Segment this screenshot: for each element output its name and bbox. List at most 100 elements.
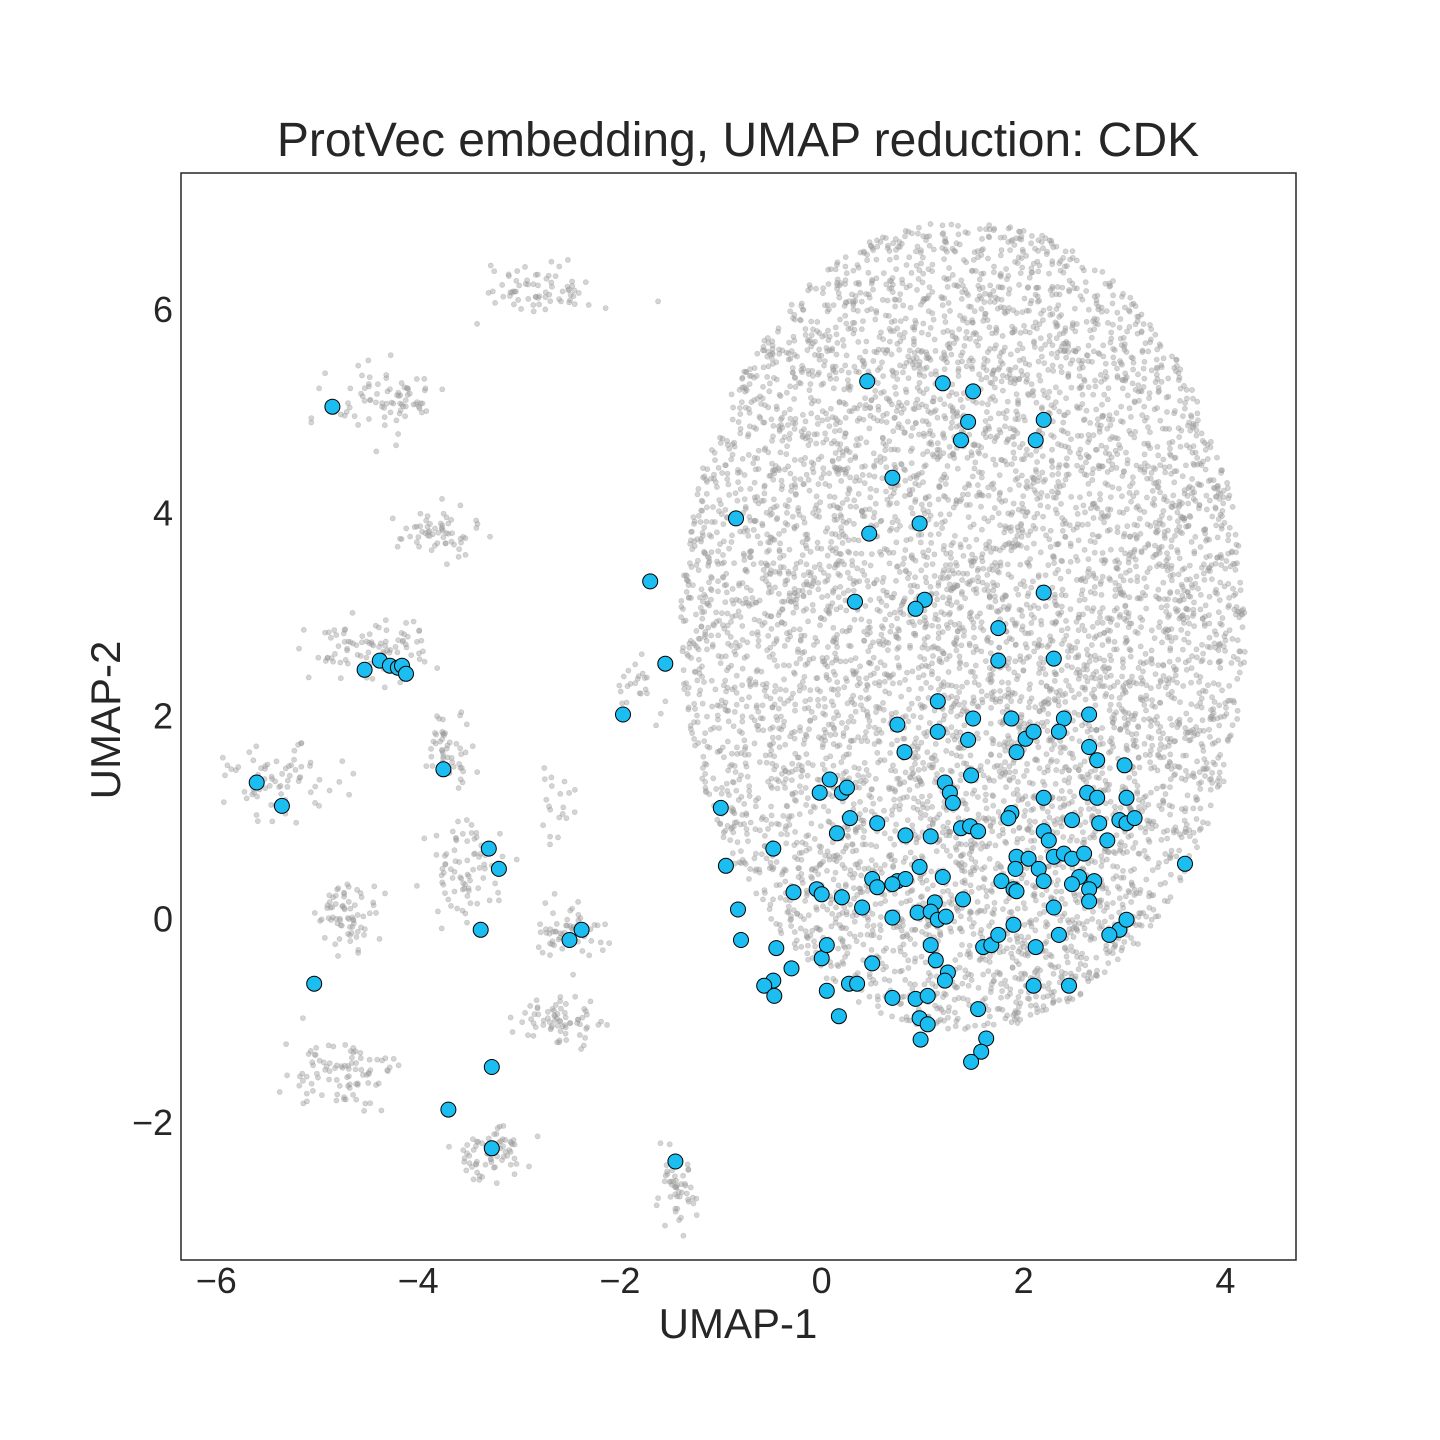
background-point bbox=[858, 872, 865, 879]
background-point bbox=[1041, 360, 1048, 366]
background-point bbox=[1053, 767, 1060, 773]
background-point bbox=[1210, 706, 1217, 712]
background-point bbox=[912, 630, 918, 637]
background-point bbox=[775, 325, 782, 332]
background-point bbox=[1002, 838, 1009, 845]
background-point bbox=[941, 401, 948, 408]
background-point bbox=[1084, 605, 1091, 611]
background-point bbox=[857, 859, 863, 865]
background-point bbox=[927, 583, 934, 590]
background-point bbox=[1223, 704, 1229, 711]
background-point bbox=[907, 536, 914, 542]
background-point bbox=[804, 795, 811, 801]
background-point bbox=[1077, 494, 1083, 501]
background-point bbox=[683, 589, 690, 595]
background-point bbox=[887, 500, 894, 507]
background-point bbox=[971, 465, 978, 472]
background-point bbox=[830, 624, 837, 631]
background-point bbox=[764, 647, 770, 654]
background-point bbox=[1017, 1000, 1024, 1007]
background-point bbox=[1038, 679, 1045, 686]
background-point bbox=[717, 821, 724, 827]
background-point bbox=[1026, 699, 1033, 705]
background-point bbox=[1103, 885, 1110, 892]
background-point bbox=[888, 767, 894, 774]
background-point bbox=[732, 612, 739, 619]
background-point bbox=[881, 830, 888, 837]
background-point bbox=[830, 741, 837, 747]
background-point bbox=[945, 275, 952, 282]
background-point bbox=[1049, 362, 1056, 369]
background-point bbox=[1036, 474, 1042, 481]
background-point bbox=[704, 743, 711, 750]
background-point bbox=[920, 506, 927, 513]
background-point bbox=[956, 326, 963, 333]
background-point bbox=[927, 684, 934, 691]
background-point bbox=[1002, 977, 1008, 984]
background-point bbox=[958, 642, 965, 649]
background-point bbox=[1023, 879, 1030, 886]
background-point bbox=[1067, 449, 1073, 455]
background-point bbox=[1174, 589, 1181, 595]
background-point bbox=[755, 637, 762, 644]
background-point bbox=[1179, 583, 1186, 590]
background-point bbox=[1227, 697, 1233, 704]
background-point bbox=[768, 821, 775, 827]
background-point bbox=[1109, 484, 1116, 490]
background-point bbox=[835, 455, 842, 462]
background-point bbox=[920, 672, 927, 678]
background-point bbox=[855, 442, 862, 448]
background-point bbox=[1019, 835, 1026, 842]
background-point bbox=[954, 694, 960, 701]
background-point bbox=[850, 319, 856, 326]
background-point bbox=[860, 817, 867, 824]
background-point bbox=[1002, 497, 1009, 504]
background-point bbox=[844, 465, 851, 472]
background-point bbox=[995, 510, 1002, 516]
background-point bbox=[803, 471, 810, 478]
background-point bbox=[839, 500, 846, 506]
background-point bbox=[1164, 409, 1170, 415]
background-point bbox=[1016, 1003, 1022, 1010]
background-point bbox=[919, 793, 925, 800]
background-point bbox=[1190, 606, 1197, 613]
background-point bbox=[1102, 668, 1109, 675]
background-point bbox=[828, 698, 835, 705]
background-point bbox=[1194, 758, 1200, 765]
background-point bbox=[761, 490, 768, 497]
background-point bbox=[762, 610, 768, 617]
background-point bbox=[749, 630, 756, 637]
background-point bbox=[768, 613, 774, 620]
background-point bbox=[1117, 846, 1124, 853]
background-point bbox=[908, 269, 915, 276]
background-point bbox=[1034, 1009, 1040, 1016]
background-point bbox=[1014, 786, 1020, 793]
background-point bbox=[1087, 589, 1094, 595]
background-point bbox=[1105, 960, 1112, 966]
background-point bbox=[1139, 589, 1146, 596]
background-point bbox=[935, 496, 942, 503]
background-point bbox=[1192, 838, 1198, 845]
background-point bbox=[921, 981, 928, 988]
background-point bbox=[771, 496, 777, 503]
background-point bbox=[709, 703, 715, 710]
background-point bbox=[1149, 697, 1155, 703]
background-point bbox=[800, 481, 807, 488]
background-point bbox=[1030, 392, 1037, 399]
background-point bbox=[1126, 427, 1133, 434]
background-point bbox=[959, 404, 966, 410]
background-point bbox=[739, 718, 746, 725]
background-point bbox=[1204, 456, 1211, 462]
background-point bbox=[896, 346, 903, 353]
background-point bbox=[1044, 718, 1050, 725]
background-point bbox=[1075, 450, 1082, 457]
background-point bbox=[983, 791, 989, 798]
background-point bbox=[802, 418, 809, 425]
background-point bbox=[898, 693, 905, 700]
background-point bbox=[1077, 961, 1084, 967]
background-point bbox=[843, 909, 850, 915]
background-point bbox=[939, 766, 945, 773]
background-point bbox=[1177, 443, 1184, 450]
background-point bbox=[1023, 483, 1030, 490]
background-point bbox=[690, 640, 697, 647]
